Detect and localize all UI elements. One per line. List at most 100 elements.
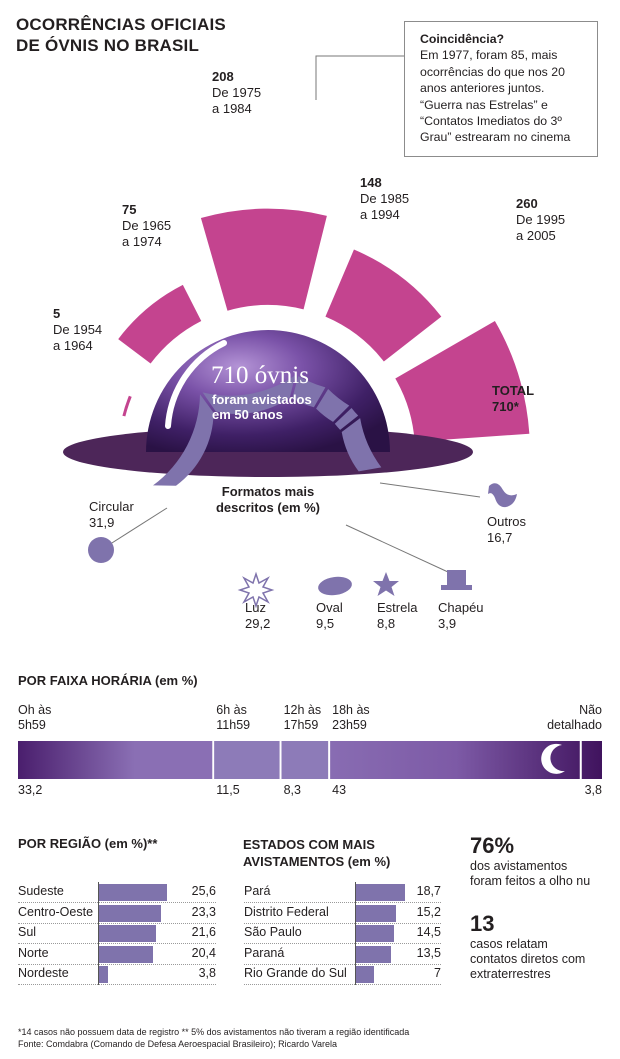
- bar: [98, 925, 157, 942]
- row-divider: [244, 943, 441, 944]
- decade-value: 75: [122, 202, 137, 217]
- bar-category-label: Distrito Federal: [244, 904, 329, 919]
- stat-direct-contact: 13 casos relatam contatos diretos com ex…: [470, 911, 585, 982]
- shape-label-oval: Oval 9,5: [316, 600, 343, 632]
- row-divider: [244, 963, 441, 965]
- stat-naked-eye: 76% dos avistamentos foram feitos a olho…: [470, 833, 590, 889]
- shape-label-luz: Luz 29,2: [245, 600, 270, 632]
- star-icon: [373, 572, 399, 596]
- shape-name: Outros: [487, 514, 527, 529]
- bar-value-label: 13,5: [416, 945, 441, 960]
- note-line: Grau” estrearam no cinema: [420, 130, 571, 145]
- hourly-value-label: 11,5: [216, 783, 240, 797]
- bar-value-label: 20,4: [191, 945, 216, 960]
- decade-range-end: a 1994: [360, 207, 400, 222]
- row-divider: [18, 963, 216, 965]
- donut-title-line-1: Formatos mais: [221, 484, 315, 499]
- bar-value-label: 23,3: [191, 904, 216, 919]
- circle-icon: [88, 537, 114, 563]
- shape-name: Oval: [316, 600, 343, 615]
- category-line: 18h às: [332, 703, 370, 717]
- total-label: TOTAL 710*: [492, 383, 534, 415]
- category-line: 11h59: [216, 718, 251, 732]
- shape-label-circular: Circular 31,9: [89, 499, 134, 531]
- decade-bar: [200, 208, 327, 311]
- bar-value-label: 21,6: [191, 925, 216, 939]
- moon-icon: [541, 743, 565, 774]
- bar-category-label: São Paulo: [244, 925, 302, 939]
- leader-chapeu: [345, 524, 449, 573]
- donut-segment: [202, 375, 296, 414]
- row-divider: [18, 984, 216, 985]
- hourly-category-label: 12h às 17h59: [284, 703, 384, 733]
- row-divider: [244, 902, 441, 903]
- row-divider: [18, 943, 216, 944]
- shape-name: Estrela: [377, 600, 418, 615]
- row-divider: [18, 922, 216, 924]
- decade-label-1985: 148 De 1985 a 1994: [360, 175, 409, 223]
- category-line: 17h59: [283, 718, 319, 732]
- category-line: 12h às: [283, 703, 322, 717]
- stat-text: extraterrestres: [470, 967, 551, 981]
- bar-value-label: 25,6: [191, 884, 216, 898]
- hourly-segment: [582, 741, 602, 779]
- region-title: POR REGIÃO (em %)**: [18, 836, 158, 851]
- states-title-line-1: ESTADOS COM MAIS: [243, 837, 375, 852]
- note-heading: Coincidência?: [420, 32, 505, 46]
- decade-range-start: De 1995: [516, 212, 566, 227]
- shape-value: 9,5: [316, 616, 335, 631]
- decade-range-end: a 2005: [516, 228, 556, 243]
- bar-category-label: Centro-Oeste: [18, 904, 94, 919]
- page-title: OCORRÊNCIAS OFICIAIS DE ÓVNIS NO BRASIL: [16, 14, 246, 56]
- bar-axis-line: [355, 882, 356, 985]
- states-title-line-2: AVISTAMENTOS (em %): [243, 854, 391, 869]
- bar: [355, 945, 392, 963]
- row-divider: [244, 922, 441, 924]
- decade-value: 5: [53, 306, 61, 321]
- bar-category-label: Nordeste: [18, 966, 69, 980]
- bar-category-label: Sul: [18, 925, 37, 939]
- decade-range-end: a 1974: [122, 234, 162, 249]
- note-line: anos anteriores juntos.: [420, 81, 545, 96]
- decade-range-start: De 1975: [212, 85, 262, 100]
- donut-title: Formatos mais descritos (em %): [188, 484, 348, 516]
- bar-axis-line: [98, 882, 99, 985]
- hourly-separator: [212, 741, 215, 779]
- shape-value: 29,2: [245, 616, 271, 631]
- bar-value-label: 14,5: [416, 925, 441, 939]
- hourly-segment: [214, 741, 280, 779]
- hourly-value-label: 33,2: [18, 783, 43, 797]
- bar-value-label: 18,7: [416, 884, 441, 898]
- shape-label-estrela: Estrela 8,8: [377, 600, 417, 632]
- donut-segment: [341, 418, 382, 472]
- hourly-category-label: 18h às 23h59: [332, 703, 432, 733]
- category-line: 23h59: [332, 718, 367, 732]
- shapes-donut: [153, 375, 382, 486]
- hourly-value-label: 43: [332, 783, 347, 797]
- decade-label-1995: 260 De 1995 a 2005: [516, 196, 565, 244]
- dome-headline: 710 óvnis: [211, 362, 309, 389]
- leader-outros: [379, 482, 481, 498]
- bar-category-label: Norte: [18, 945, 49, 960]
- dome-subtext-1: foram avistados: [212, 392, 312, 407]
- category-line: Não: [579, 703, 602, 717]
- decade-range-start: De 1954: [53, 322, 103, 337]
- donut-title-line-2: descritos (em %): [215, 500, 321, 515]
- leader-circular: [103, 507, 168, 549]
- outros-shape-icon: [488, 483, 517, 508]
- decade-bars: [118, 208, 530, 442]
- stat-value: 76%: [470, 833, 515, 858]
- dome-subtext: foram avistados em 50 anos: [212, 392, 312, 422]
- dome-subtext-2: em 50 anos: [212, 407, 283, 422]
- bar-category-label: Paraná: [244, 945, 285, 960]
- category-line: 5h59: [18, 718, 46, 732]
- category-line: Oh às: [18, 703, 52, 717]
- title-line-2: DE ÓVNIS NO BRASIL: [16, 36, 200, 55]
- hourly-category-label: 6h às 11h59: [216, 703, 316, 733]
- shape-value: 8,8: [377, 616, 396, 631]
- hourly-category-label: Não detalhado: [502, 703, 602, 733]
- dome-highlight: [165, 340, 227, 429]
- shape-name: Chapéu: [438, 600, 484, 615]
- decade-value: 148: [360, 175, 382, 190]
- hourly-segments: [212, 741, 602, 779]
